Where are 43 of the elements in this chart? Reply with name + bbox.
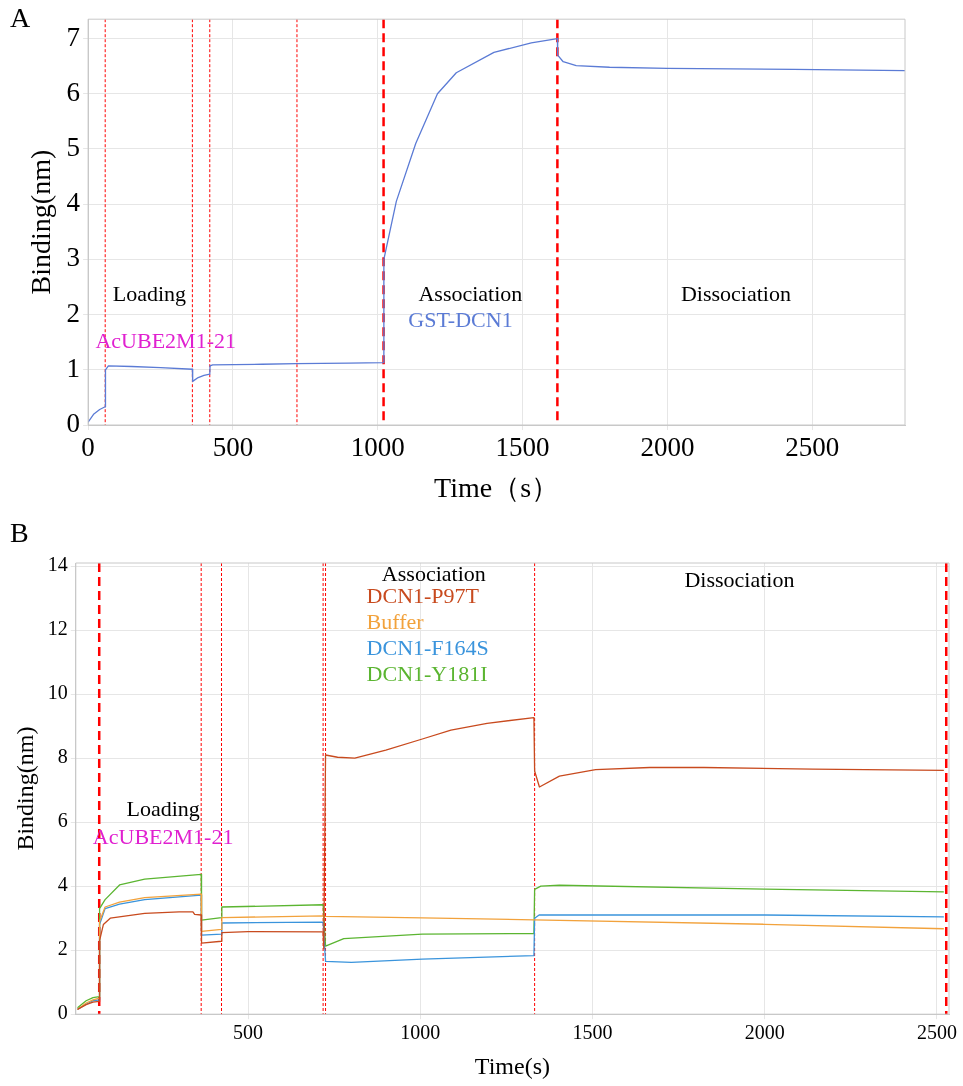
y-tick-label: 4	[57, 873, 68, 896]
y-tick-label: 2	[57, 937, 68, 960]
y-tick-label: 0	[66, 408, 81, 439]
y-tick-label: 0	[57, 1001, 68, 1024]
x-axis-title: Time（s）	[434, 471, 560, 503]
y-tick-label: 2	[66, 297, 81, 328]
y-tick-label: 7	[66, 21, 81, 52]
y-tick-label: 6	[66, 76, 81, 107]
x-tick-label: 1500	[572, 1021, 613, 1044]
series-label: GST-DCN1	[408, 307, 513, 333]
x-tick-label: 500	[233, 1021, 264, 1044]
y-tick-label: 8	[57, 745, 68, 768]
text: Buffer	[366, 608, 425, 634]
y-axis-title: Binding(nm)	[11, 726, 38, 851]
y-tick-label: 1	[66, 352, 81, 383]
x-tick-label: 1000	[400, 1021, 441, 1044]
y-tick-label: 5	[66, 132, 81, 163]
text: DCN1-Y181I	[366, 660, 488, 686]
x-axis-title: Time(s)	[474, 1052, 550, 1079]
chart-title: A	[10, 2, 31, 34]
annotation: Loading	[126, 796, 200, 822]
x-tick-label: 2000	[744, 1021, 785, 1044]
y-tick-label: 6	[57, 809, 68, 832]
y-tick-label: 14	[47, 553, 68, 576]
x-tick-label: 1500	[495, 432, 550, 463]
chart-title: B	[10, 517, 29, 549]
x-tick-label: 2500	[916, 1021, 957, 1044]
y-tick-label: 4	[66, 187, 81, 218]
annotation: Dissociation	[684, 566, 795, 592]
y-tick-label: 10	[47, 681, 68, 704]
annotation: Dissociation	[680, 280, 791, 306]
x-tick-label: 2000	[640, 432, 695, 463]
y-tick-label: 12	[47, 617, 68, 640]
x-tick-label: 1000	[350, 432, 405, 463]
y-axis-title: Binding(nm)	[25, 149, 57, 295]
annotation: AcUBE2M1-21	[95, 327, 236, 353]
annotation: AcUBE2M1-21	[92, 824, 234, 850]
x-tick-label: 2500	[785, 432, 840, 463]
x-tick-label: 500	[212, 432, 254, 463]
text: DCN1-F164S	[366, 634, 489, 660]
y-tick-label: 3	[66, 242, 81, 273]
annotation: Loading	[112, 280, 187, 306]
annotation: Association	[418, 280, 523, 306]
